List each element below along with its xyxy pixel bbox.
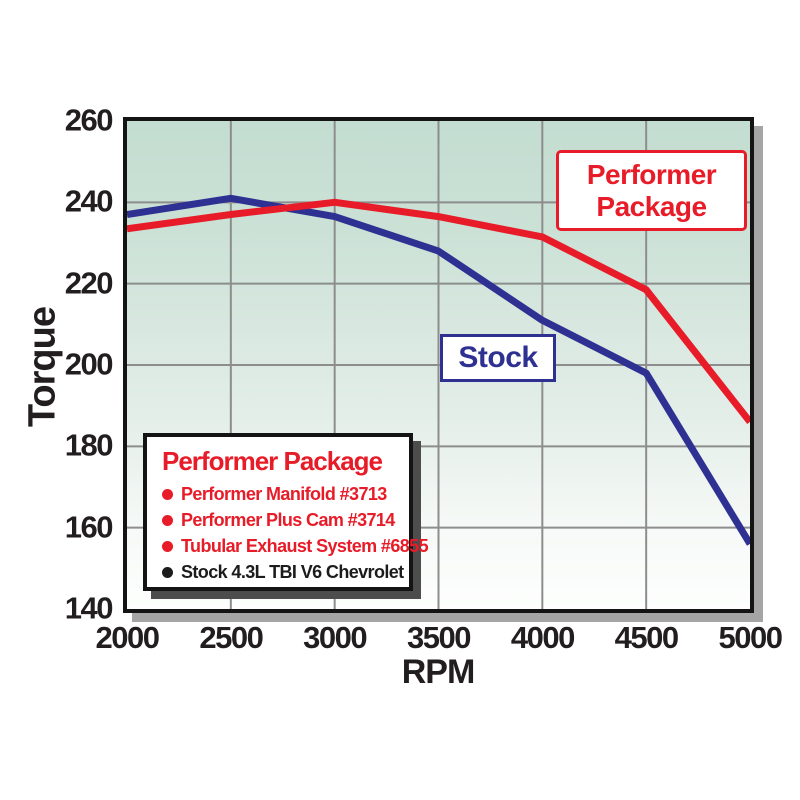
y-tick-label: 160 [64, 508, 114, 544]
x-tick-label: 3500 [407, 620, 471, 655]
legend-title: Performer Package [162, 446, 383, 476]
x-tick-label: 2000 [95, 620, 160, 655]
y-tick-label: 220 [64, 264, 114, 300]
performer-callout-line1: Performer [586, 159, 717, 191]
y-tick-label: 200 [64, 346, 114, 382]
bullet-icon [162, 488, 173, 500]
performer-callout-line2: Package [596, 190, 707, 222]
legend-items: Performer Manifold #3713 Performer Plus C… [162, 481, 429, 585]
y-tick-label: 180 [64, 427, 114, 463]
x-tick-label: 4500 [614, 620, 679, 655]
y-tick-label: 140 [64, 590, 114, 626]
legend-item: Stock 4.3L TBI V6 Chevrolet [162, 559, 404, 585]
legend-item: Performer Manifold #3713 [162, 481, 403, 507]
y-tick-label: 240 [64, 183, 114, 219]
legend-item-label: Stock 4.3L TBI V6 Chevrolet [181, 562, 404, 582]
legend-item-label: Performer Manifold #3713 [181, 484, 387, 504]
stock-callout-label: Stock [458, 341, 538, 374]
bullet-icon [162, 540, 173, 552]
x-tick-label: 2500 [199, 620, 263, 655]
legend-item: Tubular Exhaust System #6855 [162, 533, 429, 559]
performer-package-callout: Performer Package [556, 150, 747, 231]
legend-item-label: Performer Plus Cam #3714 [181, 510, 395, 530]
legend-item-label: Tubular Exhaust System #6855 [181, 536, 429, 556]
y-tick-label: 260 [64, 102, 114, 138]
x-tick-label: 4000 [510, 620, 575, 655]
legend-item: Performer Plus Cam #3714 [162, 507, 403, 533]
bullet-icon [162, 514, 173, 526]
series-line-stock [127, 194, 750, 546]
series-line-performer-package [127, 198, 750, 425]
x-axis-title: RPM [401, 653, 476, 691]
stock-callout: Stock [440, 334, 556, 382]
legend-box: Performer Package Performer Manifold #37… [143, 433, 429, 591]
x-tick-label: 3000 [303, 620, 367, 655]
bullet-icon [162, 566, 173, 578]
x-tick-label: 5000 [718, 620, 783, 655]
